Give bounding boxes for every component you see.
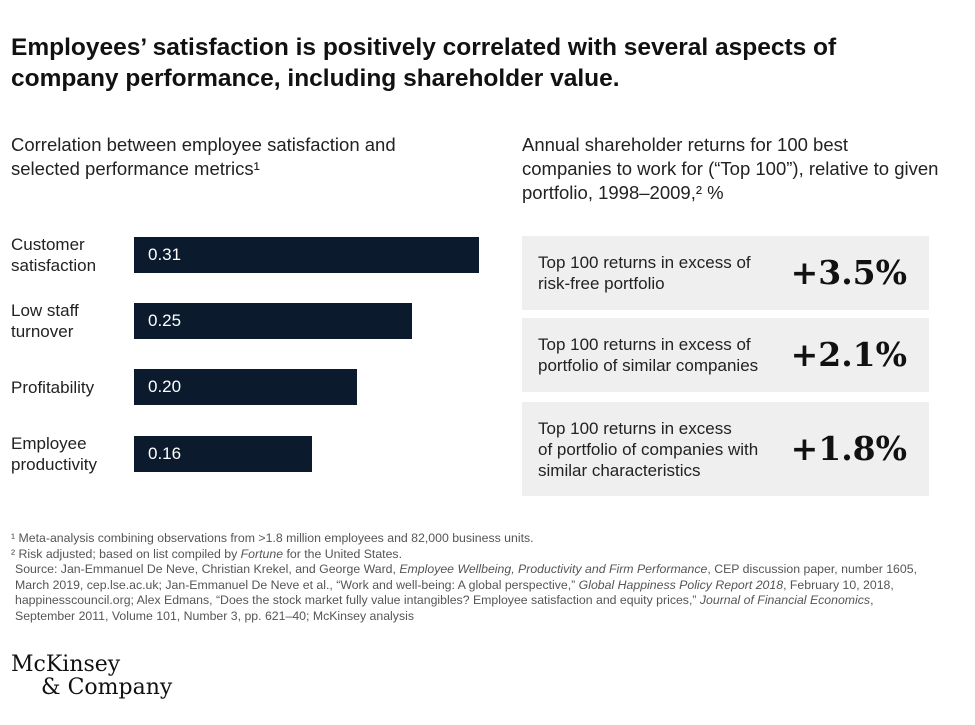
returns-card-label-line: risk-free portfolio [538, 274, 665, 293]
bar-category-label-line: Customer [11, 235, 85, 254]
source-segment: Journal of Financial Economics [699, 593, 871, 607]
bar-category-label-line: satisfaction [11, 256, 97, 275]
bar-value-label: 0.20 [148, 377, 182, 396]
bar-category-label-line: Employee [11, 434, 87, 453]
returns-card-label-line: Top 100 returns in excess of [538, 253, 751, 272]
bar-category-label-line: productivity [11, 455, 97, 474]
bar-value-label: 0.16 [148, 444, 182, 463]
bar-category-label: Customer satisfaction [11, 234, 131, 276]
logo-line-2: & Company [41, 675, 173, 700]
returns-card-label: Top 100 returns in excess of portfolio of… [538, 334, 758, 376]
returns-card: Top 100 returns in excess of portfolio of… [522, 402, 929, 496]
source-segment: , February 10, 2018, happinesscouncil.or… [15, 577, 894, 608]
chart-title: Employees’ satisfaction is positively co… [11, 34, 837, 92]
returns-card: Top 100 returns in excess of risk-free po… [522, 236, 929, 310]
source-segment: , CEP discussion paper, number 1605, Mar… [15, 562, 917, 592]
bar-value-label: 0.25 [148, 311, 182, 330]
footnotes: ¹ Meta-analysis combining observations f… [11, 531, 931, 624]
bar-category-label-line: Low staff [11, 301, 79, 320]
bar-category-label-line: turnover [11, 322, 74, 341]
bar [134, 237, 479, 273]
footnote-2: ² Risk adjusted; based on list compiled … [11, 547, 931, 563]
source-segment: Employee Wellbeing, Productivity and Fir… [399, 562, 708, 576]
bar-chart-subtitle: Correlation between employee satisfactio… [11, 134, 396, 179]
bar-category-label: Profitability [11, 377, 131, 398]
footnote-2-em: Fortune [240, 546, 284, 561]
bar [134, 436, 312, 472]
returns-card: Top 100 returns in excess of portfolio of… [522, 318, 929, 392]
logo-line-1: McKinsey [11, 652, 121, 677]
footnote-2-pre: ² Risk adjusted; based on list compiled … [11, 546, 241, 561]
mckinsey-logo: McKinsey & Company [11, 653, 172, 699]
returns-card-label-line: of portfolio of companies with [538, 439, 759, 459]
footnote-1: ¹ Meta-analysis combining observations f… [11, 531, 534, 545]
returns-card-value: +3.5% [790, 253, 907, 292]
returns-card-label-line: Top 100 returns in excess of [538, 335, 751, 354]
returns-card-value: +1.8% [790, 429, 907, 468]
footnote-2-post: for the United States. [283, 546, 402, 561]
bar-category-label-line: Profitability [11, 377, 95, 397]
source-note: Source: Jan-Emmanuel De Neve, Christian … [11, 562, 931, 624]
source-segment: , September 2011, Volume 101, Number 3, … [15, 593, 874, 623]
source-segment: Source: Jan-Emmanuel De Neve, Christian … [15, 562, 400, 576]
returns-card-value: +2.1% [790, 335, 907, 374]
bar-category-label: Low staff turnover [11, 300, 131, 342]
bar-value-label: 0.31 [148, 245, 182, 264]
source-segment: Global Happiness Policy Report 2018 [578, 577, 784, 592]
returns-card-label: Top 100 returns in excess of risk-free po… [538, 252, 751, 294]
bar-category-label: Employee productivity [11, 433, 131, 475]
returns-card-label-line: portfolio of similar companies [538, 356, 759, 375]
bar [134, 369, 357, 405]
returns-subtitle: Annual shareholder returns for 100 best … [522, 134, 939, 203]
bar [134, 303, 412, 339]
returns-card-label: Top 100 returns in excess of portfolio of… [538, 418, 758, 481]
returns-card-label-line: Top 100 returns in excess [538, 418, 732, 438]
returns-card-label-line: similar characteristics [538, 460, 701, 480]
